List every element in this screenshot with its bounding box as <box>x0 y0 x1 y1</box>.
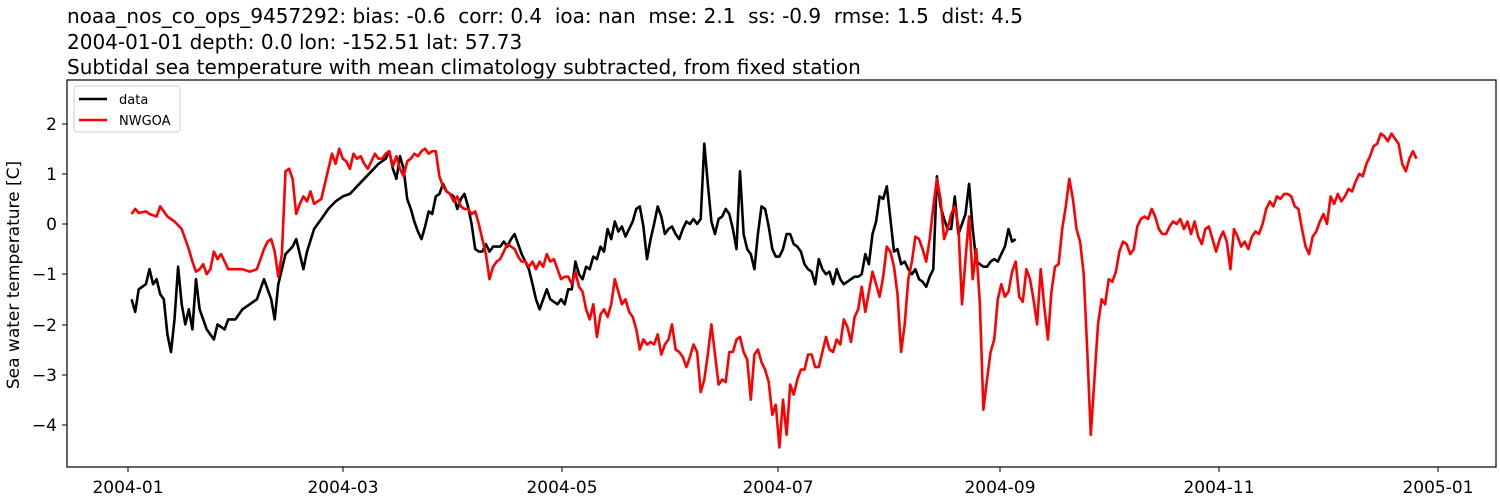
y-tick-label: 2 <box>46 115 57 135</box>
legend-label-nwgoa: NWGOA <box>119 114 171 129</box>
chart-title-description: Subtidal sea temperature with mean clima… <box>67 55 861 79</box>
y-tick-label: 0 <box>46 215 57 235</box>
y-tick-label: −4 <box>32 416 57 436</box>
y-tick-label: 1 <box>46 165 57 185</box>
x-axis: 2004-01 2004-03 2004-05 2004-07 2004-09 … <box>92 467 1474 498</box>
chart-title-stats: noaa_nos_co_ops_9457292: bias: -0.6 corr… <box>67 4 1023 28</box>
x-tick-label: 2004-05 <box>526 478 597 498</box>
y-tick-label: −3 <box>32 366 57 386</box>
nwgoa-series-line <box>130 132 1418 449</box>
y-axis: 2 1 0 −1 −2 −3 −4 Sea water temperature … <box>4 115 67 436</box>
data-series-line <box>130 142 1017 354</box>
y-axis-label: Sea water temperature [C] <box>4 161 24 389</box>
x-tick-label: 2004-07 <box>742 478 813 498</box>
x-tick-label: 2004-11 <box>1183 478 1254 498</box>
y-tick-label: −1 <box>32 265 57 285</box>
legend-label-data: data <box>119 93 148 108</box>
x-tick-label: 2004-03 <box>307 478 378 498</box>
y-tick-label: −2 <box>32 316 57 336</box>
x-tick-label: 2005-01 <box>1402 478 1473 498</box>
x-tick-label: 2004-01 <box>92 478 163 498</box>
x-tick-label: 2004-09 <box>964 478 1035 498</box>
chart-title-location: 2004-01-01 depth: 0.0 lon: -152.51 lat: … <box>67 30 523 54</box>
series-layer <box>130 132 1418 449</box>
legend: data NWGOA <box>73 85 181 133</box>
